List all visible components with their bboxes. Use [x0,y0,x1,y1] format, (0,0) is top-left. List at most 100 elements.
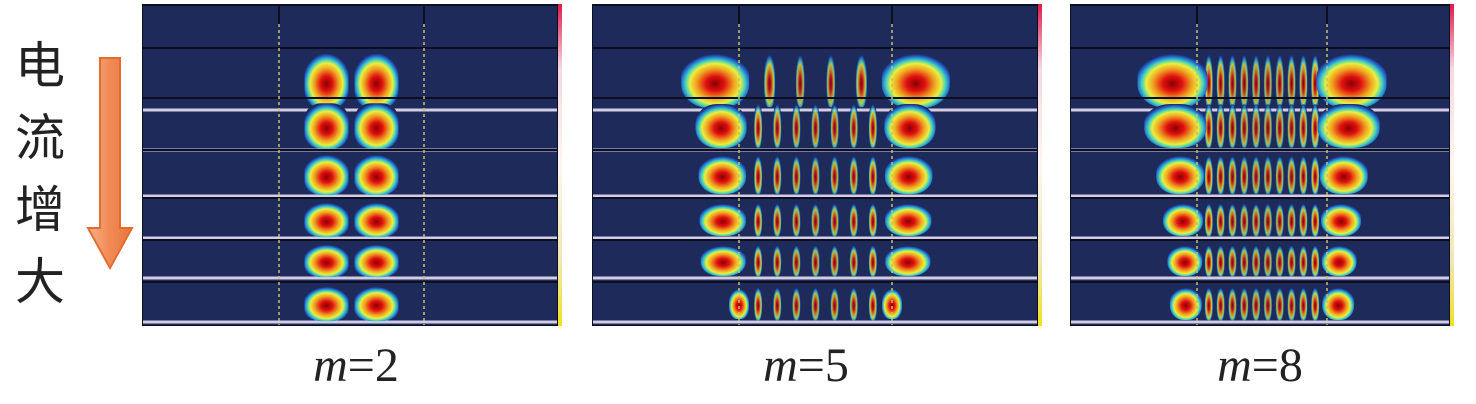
field-lobe [1216,156,1225,194]
field-lobe [1240,245,1249,277]
edge-lobe [882,289,902,319]
outer-lobe [698,156,747,194]
field-lobe [830,156,839,194]
field-lobe [1228,287,1237,321]
field-lobe [1287,287,1296,321]
field-lobe [1299,156,1308,194]
field-lobe [855,54,867,108]
field-lobe [792,245,801,277]
field-lobe [304,53,349,109]
field-lobe [1240,156,1249,194]
field-map-m8 [1070,4,1464,326]
field-lobe [754,104,763,148]
current-increase-label: 电 流 增 大 [0,36,80,311]
field-lobe [792,104,801,148]
field-lobe [773,287,782,321]
field-lobe [1263,104,1272,148]
field-lobe [830,203,839,237]
field-lobe [811,203,820,237]
field-lobe [1228,54,1237,108]
field-lobe [792,156,801,194]
panel-border [142,4,558,326]
field-lobe [1228,104,1237,148]
mode-strip [142,239,558,280]
field-lobe [1275,104,1284,148]
field-lobe [1299,245,1308,277]
caption-m2: m=2 [206,338,506,393]
mode-strip [1070,197,1450,240]
caption-m8: m=8 [1110,338,1410,393]
field-lobe [1299,203,1308,237]
field-lobe [1263,245,1272,277]
field-panel-m5 [592,4,1052,326]
mode-strip [142,149,558,198]
caption-var: m [1217,339,1252,392]
caption-var: m [763,339,798,392]
field-lobe [830,287,839,321]
field-lobe [1263,156,1272,194]
field-lobe [304,286,349,322]
outer-lobe [1321,246,1357,276]
field-lobe [773,203,782,237]
field-lobe [1311,156,1320,194]
label-char-1: 电 [15,37,65,95]
mode-strip [1070,149,1450,198]
field-lobe [1275,203,1284,237]
field-panel-m2 [142,4,572,326]
mode-strip [592,239,1038,280]
field-lobe [830,104,839,148]
mode-strip [1070,239,1450,280]
mode-strip [592,149,1038,198]
field-panel-m8 [1070,4,1464,326]
field-lobe [868,104,877,148]
mode-strip [592,47,1038,112]
field-lobe [1204,104,1213,148]
field-lobe [1240,104,1249,148]
field-lobe [849,104,858,148]
field-lobe [1263,203,1272,237]
field-lobe [304,155,349,195]
field-lobe [754,287,763,321]
color-scale-bar [558,4,562,326]
field-lobe [849,156,858,194]
field-lobe [1311,287,1320,321]
field-lobe [1275,156,1284,194]
label-char-2: 流 [15,109,65,167]
outer-lobe [1167,246,1203,276]
field-lobe [1216,287,1225,321]
edge-lobe [729,289,749,319]
field-lobe [1311,203,1320,237]
caption-eq: =8 [1251,339,1303,392]
outer-lobe [884,104,936,148]
outer-lobe [1156,156,1205,194]
field-lobe [795,54,805,108]
label-char-3: 增 [15,181,65,239]
field-lobe [1287,203,1296,237]
field-lobe [1252,104,1261,148]
field-lobe [1252,287,1261,321]
mode-strip [592,281,1038,324]
down-arrow-icon [86,57,134,271]
field-lobe [354,244,399,278]
field-lobe [849,203,858,237]
field-lobe [354,202,399,238]
field-lobe [1252,156,1261,194]
field-lobe [1263,54,1272,108]
color-scale-bar [1038,4,1042,326]
caption-eq: =2 [347,339,399,392]
field-lobe [1299,287,1308,321]
outer-lobe [885,246,931,276]
field-lobe [792,287,801,321]
caption-eq: =5 [797,339,849,392]
field-lobe [811,104,820,148]
field-lobe [849,287,858,321]
outer-lobe [884,156,933,194]
field-lobe [1311,104,1320,148]
mode-strip [1070,97,1450,152]
field-lobe [868,203,877,237]
caption-m5: m=5 [656,338,956,393]
field-lobe [826,54,836,108]
field-lobe [1216,104,1225,148]
field-lobe [1216,54,1225,108]
field-lobe [1216,245,1225,277]
